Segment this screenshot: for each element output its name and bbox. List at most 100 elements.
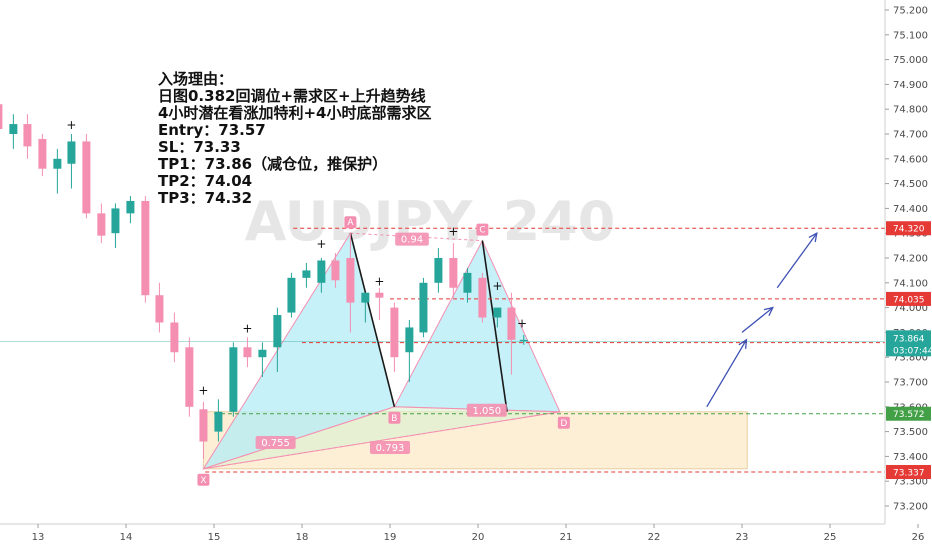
- candle-body-0: [0, 104, 3, 130]
- candle-body-29: [419, 282, 428, 333]
- candle-body-36: [519, 339, 528, 342]
- candle-body-12: [170, 322, 179, 353]
- candle-body-28: [405, 327, 414, 353]
- candles-layer: [0, 104, 528, 459]
- price-tag-tp3-text: 74.320: [893, 225, 925, 235]
- point-label-x: X: [200, 476, 206, 486]
- candle-body-10: [141, 200, 150, 296]
- candle-body-11: [155, 295, 164, 323]
- pattern-leg-1: [481, 240, 508, 412]
- pattern-xd-line: [203, 411, 560, 470]
- candle-body-15: [214, 411, 223, 432]
- price-tag-entry-bg: [886, 406, 931, 421]
- x-tick-label-1: 14: [120, 532, 133, 543]
- price-tag-entry-text: 73.572: [893, 410, 925, 420]
- projection-arrowhead-0: [738, 338, 748, 349]
- candle-body-17: [243, 347, 252, 358]
- fractal-marker-0: +: [66, 118, 76, 132]
- x-tick-label-10: 26: [912, 532, 925, 543]
- fractal-marker-2: +: [242, 321, 252, 335]
- annotation-text-layer: 入场理由： 日图0.382回调位+需求区+上升趋势线 4小时潜在看涨加特利+4小…: [158, 70, 431, 207]
- candle-body-13: [185, 347, 194, 407]
- fractal-marker-5: +: [448, 225, 458, 239]
- candle-body-9: [126, 200, 135, 214]
- horizontal-levels-layer: [0, 227, 885, 473]
- annotation-line-5: TP1：73.86（减仓位，推保护）: [158, 155, 387, 173]
- candle-body-27: [390, 307, 399, 358]
- y-tick-label-12: 74.000: [893, 303, 928, 314]
- x-tick-label-9: 25: [824, 532, 837, 543]
- watermark-layer: AUDJPY, 240: [245, 190, 616, 253]
- point-badge-a: [344, 216, 357, 229]
- y-tick-label-0: 75.200: [893, 6, 928, 17]
- projection-arrowhead-2: [808, 231, 818, 243]
- fractal-marker-4: +: [374, 274, 384, 288]
- point-badge-b: [388, 411, 401, 424]
- candle-body-7: [97, 213, 106, 236]
- candle-body-22: [317, 260, 326, 283]
- candle-body-23: [331, 260, 340, 281]
- y-tick-label-20: 73.200: [893, 502, 928, 513]
- point-label-b: B: [391, 414, 397, 424]
- x-tick-label-5: 20: [472, 532, 485, 543]
- bar-countdown-text: 03:07:44: [893, 346, 932, 356]
- y-axis-panel: [885, 0, 932, 550]
- point-label-d: D: [560, 419, 567, 429]
- candle-body-5: [67, 141, 76, 164]
- fractal-marker-3: +: [316, 237, 326, 251]
- candle-body-20: [287, 277, 296, 313]
- y-tick-label-3: 74.900: [893, 80, 928, 91]
- point-badge-c: [476, 223, 489, 236]
- price-tag-tp2-bg: [886, 291, 931, 306]
- y-tick-label-11: 74.100: [893, 278, 928, 289]
- candle-body-4: [53, 158, 62, 169]
- fractal-marker-6: +: [492, 279, 502, 293]
- y-tick-label-19: 73.300: [893, 477, 928, 488]
- projection-arrow-2: [776, 232, 818, 289]
- candle-body-18: [258, 349, 267, 358]
- projection-arrow-1: [741, 307, 774, 333]
- point-badge-d: [557, 416, 570, 429]
- point-badge-x: [197, 473, 210, 486]
- y-tick-label-8: 74.400: [893, 204, 928, 215]
- y-tick-label-14: 73.800: [893, 353, 928, 364]
- projection-arrowhead-1: [763, 306, 774, 317]
- x-tick-label-4: 19: [384, 532, 397, 543]
- fractal-marker-7: +: [517, 316, 527, 330]
- current-price-tag-text: 73.864: [893, 334, 925, 344]
- y-tick-label-1: 75.100: [893, 30, 928, 41]
- y-tick-label-7: 74.500: [893, 179, 928, 190]
- candle-body-19: [273, 315, 282, 348]
- candle-body-32: [463, 272, 472, 293]
- annotation-line-3: Entry：73.57: [158, 121, 266, 139]
- x-tick-label-3: 18: [296, 532, 309, 543]
- current-price-tag-bg: [886, 330, 931, 357]
- candle-body-24: [346, 258, 355, 303]
- candle-body-35: [507, 307, 516, 340]
- candle-body-25: [361, 292, 370, 303]
- ratio-label-2: 0.793: [376, 443, 405, 454]
- projection-arrows-layer: [706, 231, 818, 408]
- price-tag-tp2-text: 74.035: [893, 295, 925, 305]
- x-tick-label-6: 21: [560, 532, 573, 543]
- y-tick-label-10: 74.200: [893, 254, 928, 265]
- y-tick-label-6: 74.600: [893, 154, 928, 165]
- candle-body-30: [434, 258, 443, 283]
- x-tick-label-2: 15: [208, 532, 221, 543]
- candle-body-31: [449, 258, 458, 288]
- candle-body-26: [375, 292, 384, 298]
- x-axis-panel: [0, 524, 932, 550]
- candle-body-6: [82, 141, 91, 214]
- annotation-heading: 入场理由：: [158, 70, 233, 88]
- ratio-label-0: 0.94: [401, 235, 423, 246]
- price-tag-tp3-bg: [886, 221, 931, 236]
- point-label-c: C: [479, 226, 485, 236]
- annotation-line-4: SL：73.33: [158, 138, 241, 156]
- candle-body-8: [111, 208, 120, 234]
- price-tag-sl-bg: [886, 465, 931, 480]
- ratio-label-3: 1.050: [472, 406, 501, 417]
- candle-body-34: [493, 307, 502, 318]
- candle-body-33: [478, 277, 487, 318]
